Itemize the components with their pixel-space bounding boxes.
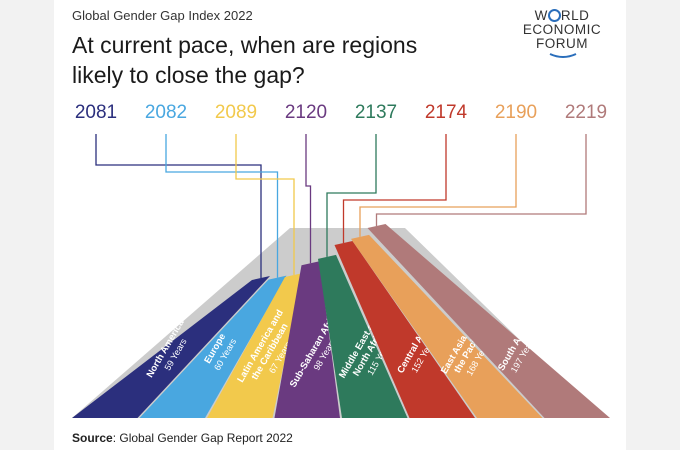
- connector-south-asia: [375, 134, 587, 226]
- stripe-latin-america-and-the-caribbean: [207, 272, 303, 418]
- report-subtitle: Global Gender Gap Index 2022: [72, 8, 253, 23]
- year-label-sub-saharan-africa: 2120: [285, 102, 327, 123]
- stripe-east-asia-and-the-pacific: [351, 234, 543, 418]
- year-label-central-asia: 2174: [425, 102, 468, 123]
- stripe-central-asia: [334, 240, 475, 418]
- connector-europe: [165, 134, 279, 278]
- stripe-south-asia: [367, 224, 610, 418]
- year-label-east-asia-and-the-pacific: 2190: [495, 102, 537, 123]
- logo-o-icon: [547, 9, 561, 22]
- source-note: Source: Global Gender Gap Report 2022: [72, 431, 293, 445]
- stripe-north-america: [72, 276, 270, 418]
- stripe-europe: [139, 275, 287, 418]
- logo-line-2: ECONOMIC: [522, 22, 602, 37]
- headline-line-1: At current pace, when are regions: [72, 32, 418, 58]
- stripe-sub-saharan-africa: [274, 261, 340, 418]
- connector-middle-east-and-north-africa: [326, 134, 377, 257]
- logo-line-1: W RLD: [534, 8, 590, 23]
- logo-arc-icon: [549, 53, 577, 58]
- stripe-middle-east-and-north-africa: [318, 254, 408, 418]
- connector-sub-saharan-africa: [305, 134, 312, 264]
- year-label-middle-east-and-north-africa: 2137: [355, 102, 397, 123]
- year-label-south-asia: 2219: [565, 102, 607, 123]
- year-label-europe: 2082: [145, 102, 187, 123]
- year-label-north-america: 2081: [75, 102, 117, 123]
- headline: At current pace, when are regions likely…: [72, 30, 492, 90]
- connector-central-asia: [342, 134, 447, 243]
- wef-logo: W RLD ECONOMIC FORUM: [512, 8, 612, 58]
- connector-east-asia-and-the-pacific: [359, 134, 517, 237]
- year-label-latin-america-and-the-caribbean: 2089: [215, 102, 257, 123]
- headline-line-2: likely to close the gap?: [72, 62, 305, 88]
- connector-latin-america-and-the-caribbean: [235, 134, 295, 275]
- connector-north-america: [95, 134, 262, 278]
- logo-line-3: FORUM: [536, 36, 588, 51]
